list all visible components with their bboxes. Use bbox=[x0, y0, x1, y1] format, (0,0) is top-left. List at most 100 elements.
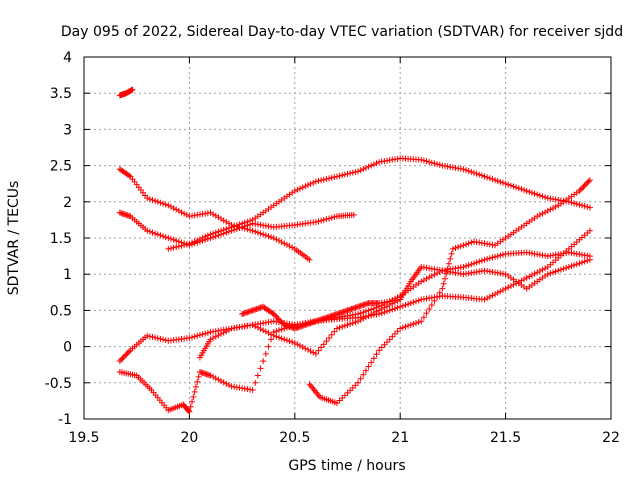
data-point bbox=[262, 328, 269, 335]
data-point bbox=[484, 174, 491, 181]
data-point bbox=[162, 337, 169, 344]
data-point bbox=[199, 234, 206, 241]
data-point bbox=[426, 306, 433, 313]
data-point bbox=[189, 239, 196, 246]
data-point bbox=[270, 332, 277, 339]
data-point bbox=[452, 244, 459, 251]
data-point bbox=[185, 407, 192, 414]
data-point bbox=[368, 359, 375, 366]
data-point bbox=[275, 327, 282, 334]
data-point bbox=[576, 201, 583, 208]
data-point bbox=[426, 158, 433, 165]
data-point bbox=[247, 227, 254, 234]
data-point bbox=[144, 227, 151, 234]
data-point bbox=[315, 347, 322, 354]
data-point bbox=[122, 352, 129, 359]
data-point bbox=[178, 209, 185, 216]
data-point bbox=[544, 271, 551, 278]
data-point bbox=[144, 195, 151, 202]
x-tick-label: 21 bbox=[391, 430, 409, 446]
data-point bbox=[571, 200, 578, 207]
data-point bbox=[257, 230, 264, 237]
data-point bbox=[328, 331, 335, 338]
y-tick-label: 4 bbox=[63, 50, 72, 66]
data-point bbox=[228, 224, 235, 231]
data-point bbox=[531, 270, 538, 277]
data-point bbox=[445, 260, 452, 267]
data-point bbox=[223, 380, 230, 387]
data-point bbox=[407, 321, 414, 328]
data-point bbox=[365, 363, 372, 370]
data-point bbox=[272, 312, 279, 319]
data-point bbox=[481, 256, 488, 263]
y-tick-label: 2 bbox=[63, 195, 72, 211]
data-point bbox=[273, 313, 280, 320]
data-point bbox=[270, 235, 277, 241]
data-point bbox=[225, 225, 232, 232]
data-point bbox=[552, 268, 559, 275]
data-point bbox=[365, 312, 372, 319]
data-point bbox=[476, 258, 483, 265]
data-point bbox=[270, 311, 277, 318]
data-point bbox=[473, 170, 480, 177]
data-point bbox=[586, 204, 593, 211]
data-point bbox=[436, 161, 443, 168]
data-point bbox=[294, 186, 301, 193]
data-point bbox=[275, 316, 282, 323]
data-point bbox=[355, 379, 362, 386]
data-point bbox=[368, 162, 375, 169]
data-point bbox=[584, 203, 591, 210]
data-point bbox=[534, 269, 541, 276]
data-point bbox=[223, 328, 230, 335]
data-point bbox=[523, 187, 530, 194]
data-point bbox=[331, 174, 338, 181]
data-point bbox=[218, 330, 225, 337]
data-point bbox=[333, 173, 340, 180]
data-point bbox=[291, 187, 298, 194]
data-point bbox=[431, 297, 438, 304]
data-point bbox=[362, 308, 369, 315]
data-point bbox=[218, 227, 225, 234]
y-tick-label: 2.5 bbox=[50, 159, 72, 175]
data-point bbox=[304, 346, 311, 353]
data-point bbox=[318, 177, 325, 184]
data-point bbox=[444, 265, 451, 272]
data-point bbox=[489, 254, 496, 261]
data-point bbox=[210, 230, 217, 237]
data-point bbox=[460, 263, 467, 270]
data-point bbox=[573, 200, 580, 207]
data-point bbox=[542, 209, 549, 216]
data-point bbox=[360, 371, 367, 378]
data-point bbox=[431, 160, 438, 167]
data-point bbox=[463, 241, 470, 248]
data-point bbox=[291, 339, 298, 346]
data-point bbox=[204, 232, 211, 239]
data-point bbox=[486, 255, 493, 262]
data-point bbox=[278, 335, 285, 342]
data-point bbox=[370, 310, 377, 317]
data-point bbox=[265, 233, 272, 240]
data-point bbox=[220, 226, 227, 233]
data-point bbox=[381, 304, 388, 311]
data-point bbox=[297, 342, 304, 349]
data-point bbox=[207, 372, 214, 379]
data-point bbox=[225, 382, 232, 389]
data-point bbox=[586, 227, 593, 234]
data-point bbox=[273, 328, 280, 335]
data-point bbox=[310, 349, 317, 356]
data-point bbox=[312, 350, 319, 357]
data-point bbox=[281, 336, 288, 343]
data-point bbox=[478, 172, 485, 179]
data-point bbox=[304, 182, 311, 189]
data-point bbox=[352, 319, 359, 326]
data-point bbox=[194, 237, 201, 244]
data-point bbox=[294, 341, 301, 348]
data-point bbox=[215, 332, 222, 339]
data-point bbox=[489, 292, 496, 299]
data-point bbox=[239, 220, 246, 227]
data-point bbox=[399, 302, 406, 309]
data-point bbox=[186, 408, 193, 415]
data-point bbox=[539, 193, 546, 200]
data-point bbox=[262, 350, 269, 357]
data-point bbox=[368, 311, 375, 318]
